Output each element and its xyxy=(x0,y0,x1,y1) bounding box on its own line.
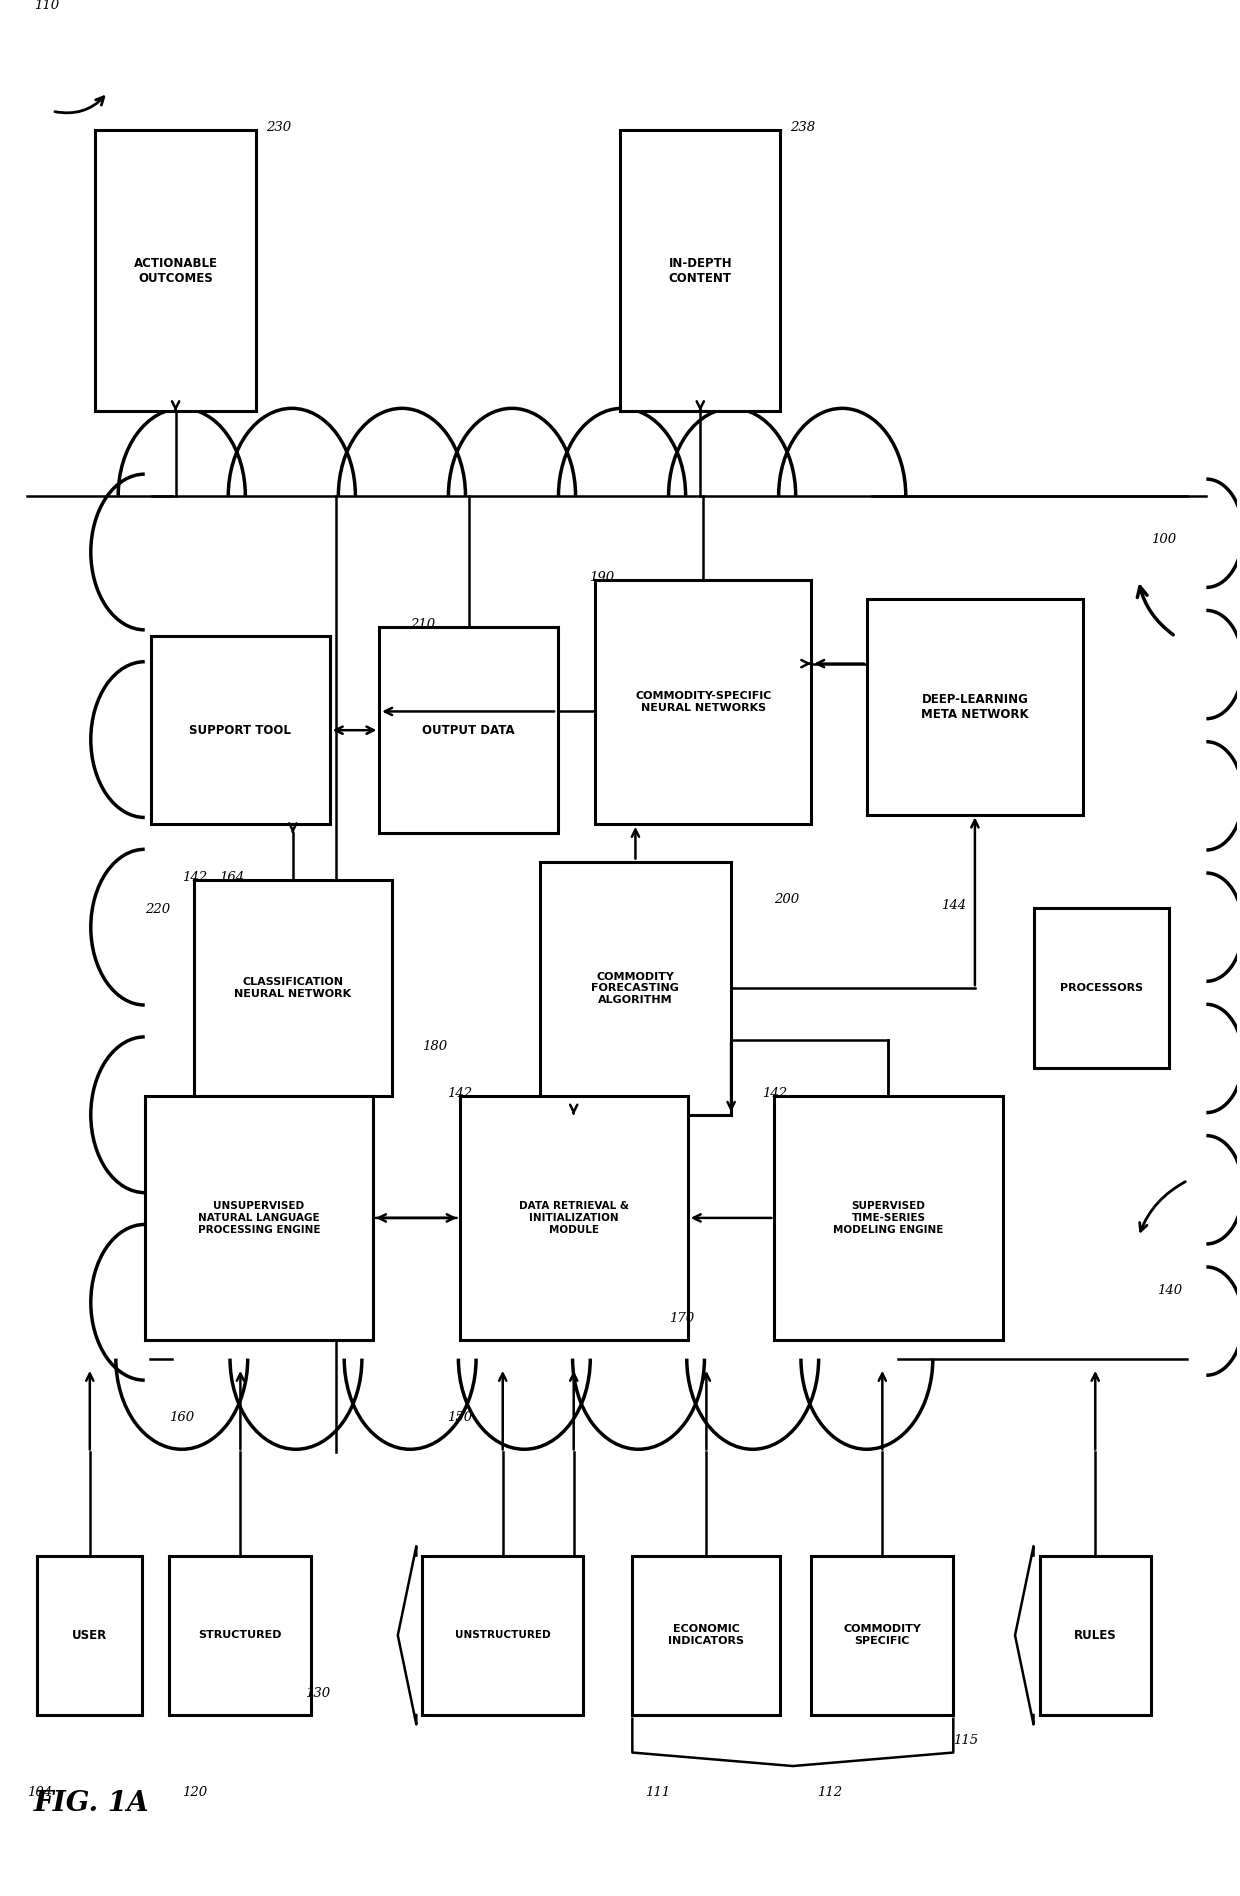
Text: 190: 190 xyxy=(589,571,614,584)
Text: COMMODITY
SPECIFIC: COMMODITY SPECIFIC xyxy=(843,1625,921,1646)
Text: ACTIONABLE
OUTCOMES: ACTIONABLE OUTCOMES xyxy=(134,256,217,284)
Text: 111: 111 xyxy=(645,1786,670,1799)
Text: UNSUPERVISED
NATURAL LANGUAGE
PROCESSING ENGINE: UNSUPERVISED NATURAL LANGUAGE PROCESSING… xyxy=(197,1202,320,1234)
Text: 180: 180 xyxy=(423,1039,448,1052)
FancyBboxPatch shape xyxy=(632,1555,780,1716)
Text: 170: 170 xyxy=(670,1312,694,1325)
Text: 115: 115 xyxy=(954,1733,978,1746)
Text: USER: USER xyxy=(72,1629,108,1642)
FancyBboxPatch shape xyxy=(145,1096,373,1340)
Text: COMMODITY
FORECASTING
ALGORITHM: COMMODITY FORECASTING ALGORITHM xyxy=(591,971,680,1005)
Text: FIG. 1A: FIG. 1A xyxy=(33,1790,149,1816)
FancyBboxPatch shape xyxy=(1033,908,1169,1067)
Text: 140: 140 xyxy=(1157,1284,1182,1297)
FancyBboxPatch shape xyxy=(811,1555,954,1716)
Text: 112: 112 xyxy=(817,1786,843,1799)
Text: COMMODITY-SPECIFIC
NEURAL NETWORKS: COMMODITY-SPECIFIC NEURAL NETWORKS xyxy=(635,692,771,713)
FancyBboxPatch shape xyxy=(539,861,732,1115)
Text: 110: 110 xyxy=(33,0,58,11)
Text: DEEP-LEARNING
META NETWORK: DEEP-LEARNING META NETWORK xyxy=(921,692,1029,720)
Text: SUPERVISED
TIME-SERIES
MODELING ENGINE: SUPERVISED TIME-SERIES MODELING ENGINE xyxy=(833,1202,944,1234)
Text: IN-DEPTH
CONTENT: IN-DEPTH CONTENT xyxy=(668,256,732,284)
Text: 120: 120 xyxy=(182,1786,207,1799)
FancyBboxPatch shape xyxy=(460,1096,688,1340)
FancyBboxPatch shape xyxy=(379,628,558,834)
Text: OUTPUT DATA: OUTPUT DATA xyxy=(423,724,515,738)
FancyBboxPatch shape xyxy=(37,1555,143,1716)
Text: DATA RETRIEVAL &
INITIALIZATION
MODULE: DATA RETRIEVAL & INITIALIZATION MODULE xyxy=(518,1202,629,1234)
FancyBboxPatch shape xyxy=(867,599,1083,815)
Text: CLASSIFICATION
NEURAL NETWORK: CLASSIFICATION NEURAL NETWORK xyxy=(234,976,351,999)
Text: 238: 238 xyxy=(790,121,816,133)
Text: 210: 210 xyxy=(410,618,435,631)
Text: 164: 164 xyxy=(218,870,244,884)
Text: UNSTRUCTURED: UNSTRUCTURED xyxy=(455,1631,551,1640)
Text: 220: 220 xyxy=(145,902,170,916)
FancyBboxPatch shape xyxy=(423,1555,583,1716)
Text: 200: 200 xyxy=(774,893,800,906)
FancyBboxPatch shape xyxy=(195,880,392,1096)
Text: 142: 142 xyxy=(448,1086,472,1100)
FancyBboxPatch shape xyxy=(620,131,780,411)
Text: PROCESSORS: PROCESSORS xyxy=(1060,984,1143,994)
Text: 100: 100 xyxy=(1151,533,1176,546)
Text: 142: 142 xyxy=(761,1086,787,1100)
FancyBboxPatch shape xyxy=(1039,1555,1151,1716)
Text: 142: 142 xyxy=(182,870,207,884)
FancyBboxPatch shape xyxy=(595,580,811,825)
Text: 160: 160 xyxy=(170,1411,195,1424)
Text: SUPPORT TOOL: SUPPORT TOOL xyxy=(190,724,291,738)
Text: 230: 230 xyxy=(265,121,291,133)
FancyBboxPatch shape xyxy=(95,131,255,411)
Text: RULES: RULES xyxy=(1074,1629,1117,1642)
FancyBboxPatch shape xyxy=(774,1096,1003,1340)
FancyBboxPatch shape xyxy=(170,1555,311,1716)
Text: STRUCTURED: STRUCTURED xyxy=(198,1631,283,1640)
Text: 104: 104 xyxy=(27,1786,52,1799)
Text: 150: 150 xyxy=(448,1411,472,1424)
Text: ECONOMIC
INDICATORS: ECONOMIC INDICATORS xyxy=(668,1625,744,1646)
Text: 130: 130 xyxy=(305,1687,330,1701)
Text: 144: 144 xyxy=(941,899,966,912)
FancyBboxPatch shape xyxy=(151,637,330,825)
